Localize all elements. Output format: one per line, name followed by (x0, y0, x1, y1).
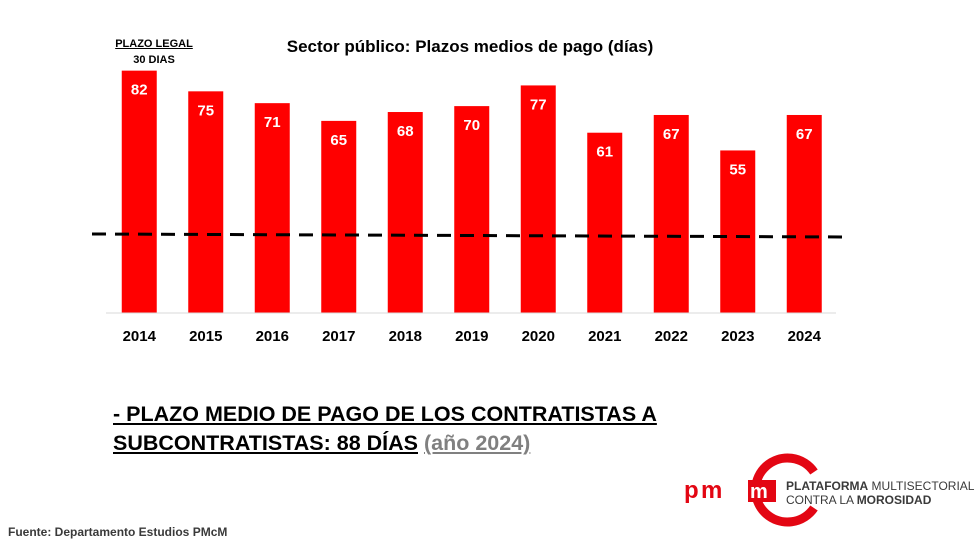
logo-wordmark: PLATAFORMA MULTISECTORIAL CONTRA LA MORO… (786, 479, 974, 507)
bar-value-label: 67 (663, 126, 680, 143)
bar-2018 (387, 112, 423, 314)
bar-value-label: 71 (264, 114, 281, 131)
bar-value-label: 65 (330, 132, 347, 149)
bar-value-label: 55 (729, 161, 746, 178)
x-tick-label: 2020 (522, 328, 555, 345)
x-tick-label: 2024 (788, 328, 822, 345)
logo-mark-m2: m (750, 481, 768, 503)
chart-title: Sector público: Plazos medios de pago (d… (287, 37, 654, 56)
summary-line-2: SUBCONTRATISTAS: 88 DÍAS (113, 431, 418, 455)
reference-line-label: PLAZO LEGAL 30 DIAS (108, 36, 200, 68)
bar-value-label: 75 (197, 102, 214, 119)
source-note: Fuente: Departamento Estudios PMcM (8, 525, 228, 539)
bar-2023 (720, 150, 756, 313)
logo-word-multisectorial: MULTISECTORIAL (868, 479, 975, 493)
bar-2021 (587, 132, 623, 313)
bar-value-label: 61 (596, 144, 613, 161)
bar-value-label: 70 (463, 117, 480, 134)
pmcm-logo: p m m (684, 453, 818, 527)
bar-2014 (121, 70, 157, 314)
reference-line-title: PLAZO LEGAL (115, 38, 193, 50)
bar-2015 (188, 91, 224, 313)
reference-line-value: 30 DIAS (133, 54, 175, 66)
bar-2019 (454, 106, 490, 313)
subcontractor-summary: - PLAZO MEDIO DE PAGO DE LOS CONTRATISTA… (113, 400, 813, 458)
bar-2017 (321, 120, 357, 313)
bar-value-label: 82 (131, 82, 148, 99)
x-tick-label: 2015 (189, 328, 222, 345)
x-tick-label: 2017 (322, 328, 355, 345)
x-tick-label: 2019 (455, 328, 488, 345)
logo-word-contra: CONTRA LA (786, 493, 857, 507)
bar-2022 (653, 114, 689, 313)
bar-value-label: 68 (397, 123, 414, 140)
x-tick-label: 2023 (721, 328, 754, 345)
logo-word-plataforma: PLATAFORMA (786, 479, 869, 493)
x-tick-label: 2016 (256, 328, 289, 345)
bar-value-label: 77 (530, 96, 547, 113)
x-tick-label: 2021 (588, 328, 621, 345)
logo-mark-p: p (684, 477, 699, 504)
bar-value-label: 67 (796, 126, 813, 143)
bar-chart: Sector público: Plazos medios de pago (d… (91, 37, 849, 345)
x-tick-label: 2022 (655, 328, 688, 345)
bar-2024 (786, 114, 822, 313)
logo-word-morosidad: MOROSIDAD (856, 493, 932, 507)
bar-2016 (254, 103, 290, 314)
summary-year-note: (año 2024) (423, 431, 531, 455)
bar-2020 (520, 85, 556, 313)
reference-line (91, 232, 849, 239)
summary-line-1: - PLAZO MEDIO DE PAGO DE LOS CONTRATISTA… (113, 402, 657, 426)
x-tick-label: 2018 (389, 328, 422, 345)
x-tick-label: 2014 (123, 328, 157, 345)
logo-inner-block (748, 480, 776, 502)
logo-mark-m1: m (701, 477, 722, 504)
